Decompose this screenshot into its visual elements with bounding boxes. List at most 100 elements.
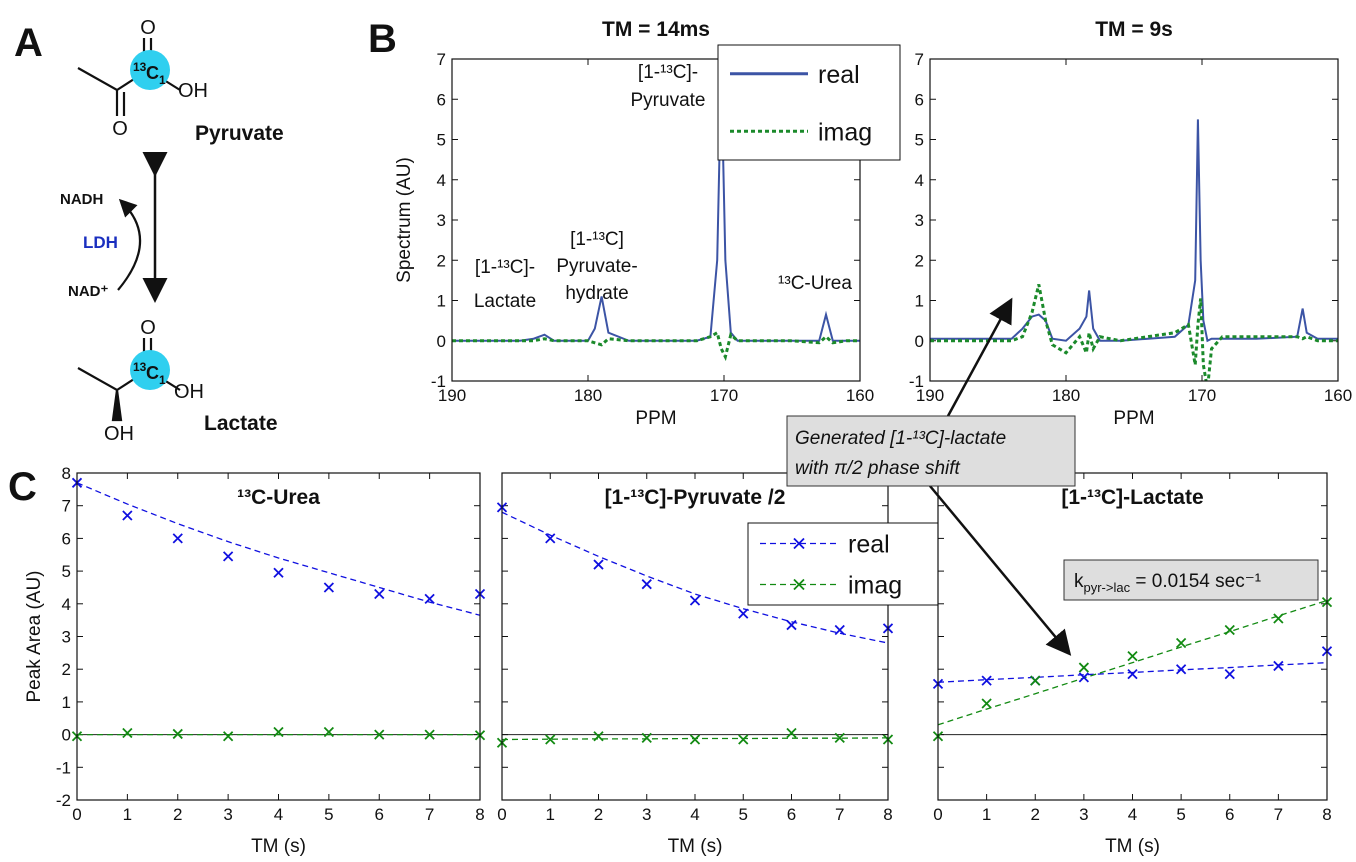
x-tick-label: 1 (982, 805, 991, 824)
data-point (323, 582, 335, 593)
data-point (593, 731, 604, 742)
molecule-name: Pyruvate (195, 122, 284, 145)
carbon-highlight (130, 50, 170, 90)
panel-label: C (8, 465, 37, 509)
x-tick-label: 180 (574, 386, 602, 405)
y-tick-label: 7 (62, 497, 71, 516)
data-point (222, 551, 234, 562)
y-tick-label: 1 (915, 292, 924, 311)
plot-area (502, 473, 888, 800)
y-tick-label: 5 (915, 131, 924, 150)
x-tick-label: 7 (1274, 805, 1283, 824)
atom-label: OH (178, 80, 208, 102)
callout-text: with π/2 phase shift (795, 458, 961, 479)
carbon-highlight (130, 350, 170, 390)
axes-frame (929, 58, 1339, 382)
series-group (77, 482, 480, 736)
x-tick-label: 160 (1324, 386, 1352, 405)
atom-label: OH (104, 423, 134, 445)
y-tick-label: 3 (62, 628, 71, 647)
data-point (1175, 637, 1187, 649)
y-tick-label: 7 (437, 50, 446, 69)
atom-label: O (112, 118, 128, 140)
x-tick-label: 1 (546, 805, 555, 824)
data-point (786, 727, 797, 739)
x-tick-label: 5 (324, 805, 333, 824)
data-point (981, 675, 992, 686)
x-tick-label: 6 (787, 805, 796, 824)
y-tick-label: 8 (62, 464, 71, 483)
data-point (689, 734, 701, 745)
x-tick-label: 190 (438, 386, 466, 405)
x-tick-label: 5 (1176, 805, 1185, 824)
isotope: 13 (133, 60, 147, 74)
y-tick-label: -1 (431, 372, 446, 391)
atom-label: OH (174, 381, 204, 403)
axes-frame (451, 58, 861, 382)
data-point (1078, 672, 1090, 683)
chart-title: ¹³C-Urea (237, 486, 320, 509)
y-axis-label: Spectrum (AU) (394, 157, 415, 283)
data-point (172, 728, 183, 740)
peak-label: hydrate (565, 283, 628, 304)
x-tick-label: 2 (1031, 805, 1040, 824)
chart-title: TM = 14ms (602, 18, 710, 41)
data-point (172, 533, 183, 544)
peak-label: Pyruvate (631, 90, 706, 111)
peak-label: ¹³C-Urea (778, 273, 852, 294)
atom-index: 1 (159, 73, 166, 87)
fit-line (502, 511, 888, 644)
y-tick-label: 4 (915, 171, 924, 190)
atom-label: O (140, 17, 156, 39)
data-point (738, 734, 749, 745)
callout: Generated [1-¹³C]-lactate with π/2 phase… (786, 297, 1076, 656)
panel-label: B (368, 17, 397, 61)
legend-label: real (818, 61, 860, 89)
y-tick-label: 4 (62, 595, 71, 614)
molecule-name: Lactate (204, 412, 278, 435)
data-point (374, 729, 385, 740)
data-point (1030, 675, 1041, 686)
data-point (273, 567, 284, 578)
series-group (452, 71, 860, 362)
data-point (1273, 613, 1284, 624)
axes-frame (937, 472, 1328, 801)
legend-label: imag (848, 572, 902, 600)
y-tick-label: 2 (915, 251, 924, 270)
atom-label: O (140, 317, 156, 339)
series-group (938, 599, 1327, 726)
x-tick-label: 5 (739, 805, 748, 824)
x-axis-label: TM (s) (668, 836, 723, 857)
x-tick-label: 160 (846, 386, 874, 405)
data-point (424, 729, 435, 740)
isotope: 13 (133, 360, 147, 374)
legend-swatch (793, 537, 805, 550)
data-point (222, 731, 234, 742)
note-part: pyr->lac (1084, 580, 1131, 595)
data-point (323, 726, 335, 738)
data-point (834, 624, 845, 636)
y-tick-label: 2 (437, 251, 446, 270)
y-tick-label: 3 (437, 211, 446, 230)
data-point (273, 726, 284, 738)
y-tick-label: 4 (437, 171, 446, 190)
data-point (1127, 668, 1138, 680)
data-point (545, 734, 556, 745)
x-tick-label: 0 (933, 805, 942, 824)
data-point (545, 533, 556, 544)
series-group (930, 119, 1338, 381)
y-tick-label: 6 (915, 90, 924, 109)
note-box (1063, 559, 1319, 601)
fit-line (938, 599, 1327, 726)
spectrum-line (930, 284, 1338, 381)
y-tick-label: 5 (437, 131, 446, 150)
x-tick-label: 3 (642, 805, 651, 824)
y-tick-label: 3 (915, 211, 924, 230)
data-point (424, 593, 435, 605)
note-part: k (1074, 571, 1084, 592)
x-tick-label: 8 (883, 805, 892, 824)
legend-swatch (793, 578, 805, 591)
data-point (593, 559, 604, 570)
y-tick-label: 5 (62, 562, 71, 581)
